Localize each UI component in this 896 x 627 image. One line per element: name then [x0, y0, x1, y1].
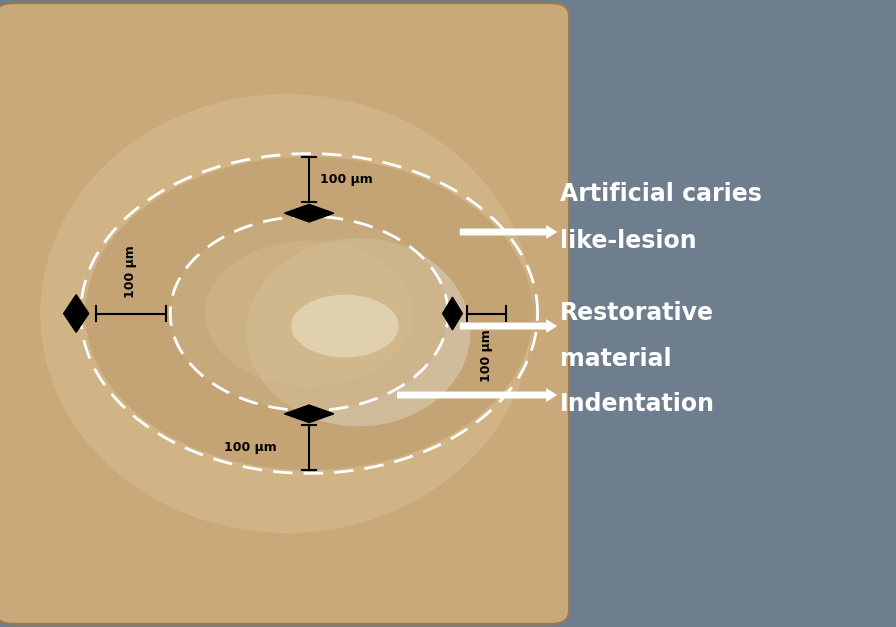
Circle shape — [205, 241, 413, 386]
Polygon shape — [443, 297, 462, 330]
Text: 100 μm: 100 μm — [224, 441, 277, 454]
Text: 100 μm: 100 μm — [480, 329, 493, 382]
Ellipse shape — [40, 94, 533, 533]
Ellipse shape — [246, 238, 470, 426]
Polygon shape — [285, 405, 334, 423]
Text: 100 μm: 100 μm — [125, 245, 137, 298]
Polygon shape — [64, 295, 89, 332]
Text: Artificial caries: Artificial caries — [560, 182, 762, 206]
Ellipse shape — [291, 295, 399, 357]
Text: 100 μm: 100 μm — [320, 173, 373, 186]
Circle shape — [85, 157, 533, 470]
Text: material: material — [560, 347, 672, 371]
Circle shape — [170, 216, 448, 411]
FancyBboxPatch shape — [0, 3, 569, 624]
Text: like-lesion: like-lesion — [560, 229, 696, 253]
Text: Indentation: Indentation — [560, 392, 715, 416]
Polygon shape — [285, 204, 334, 222]
Text: Restorative: Restorative — [560, 302, 714, 325]
